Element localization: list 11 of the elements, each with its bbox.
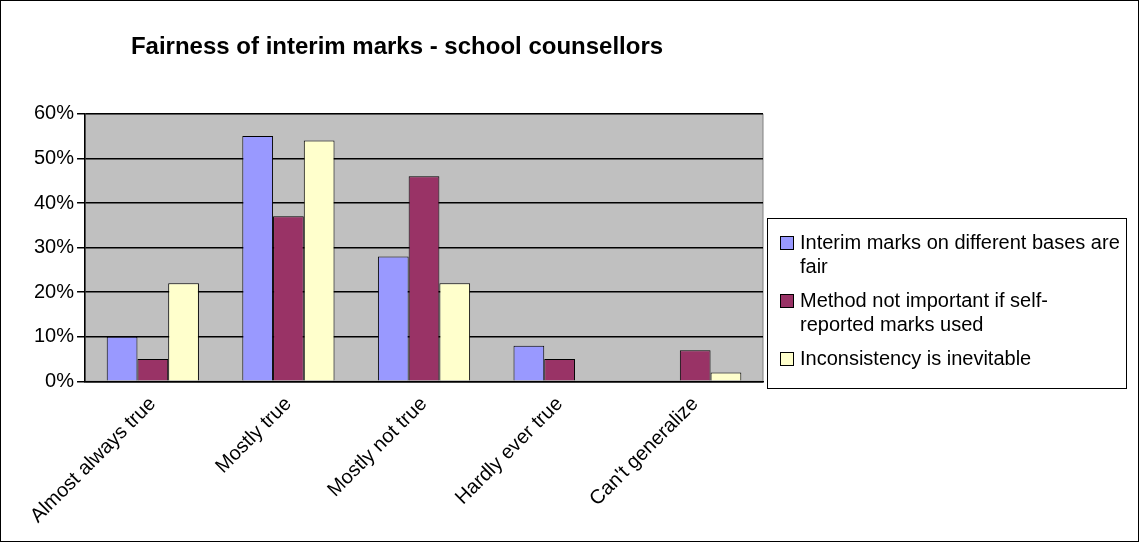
y-tick-label: 20% xyxy=(34,279,75,302)
chart-title: Fairness of interim marks - school counsellors xyxy=(130,32,664,60)
legend-label: Inconsistency is inevitable xyxy=(800,346,1032,370)
legend-label: Interim marks on different bases are fair xyxy=(800,230,1120,278)
y-tick-label: 10% xyxy=(34,324,75,347)
legend-label: Method not important if self-reported marks used xyxy=(800,288,1049,336)
y-tick-label: 60% xyxy=(34,101,75,124)
y-tick-label: 30% xyxy=(34,235,75,258)
y-tick-label: 50% xyxy=(34,145,75,168)
y-tick-label: 40% xyxy=(34,190,75,213)
y-tick-label: 0% xyxy=(45,368,75,391)
